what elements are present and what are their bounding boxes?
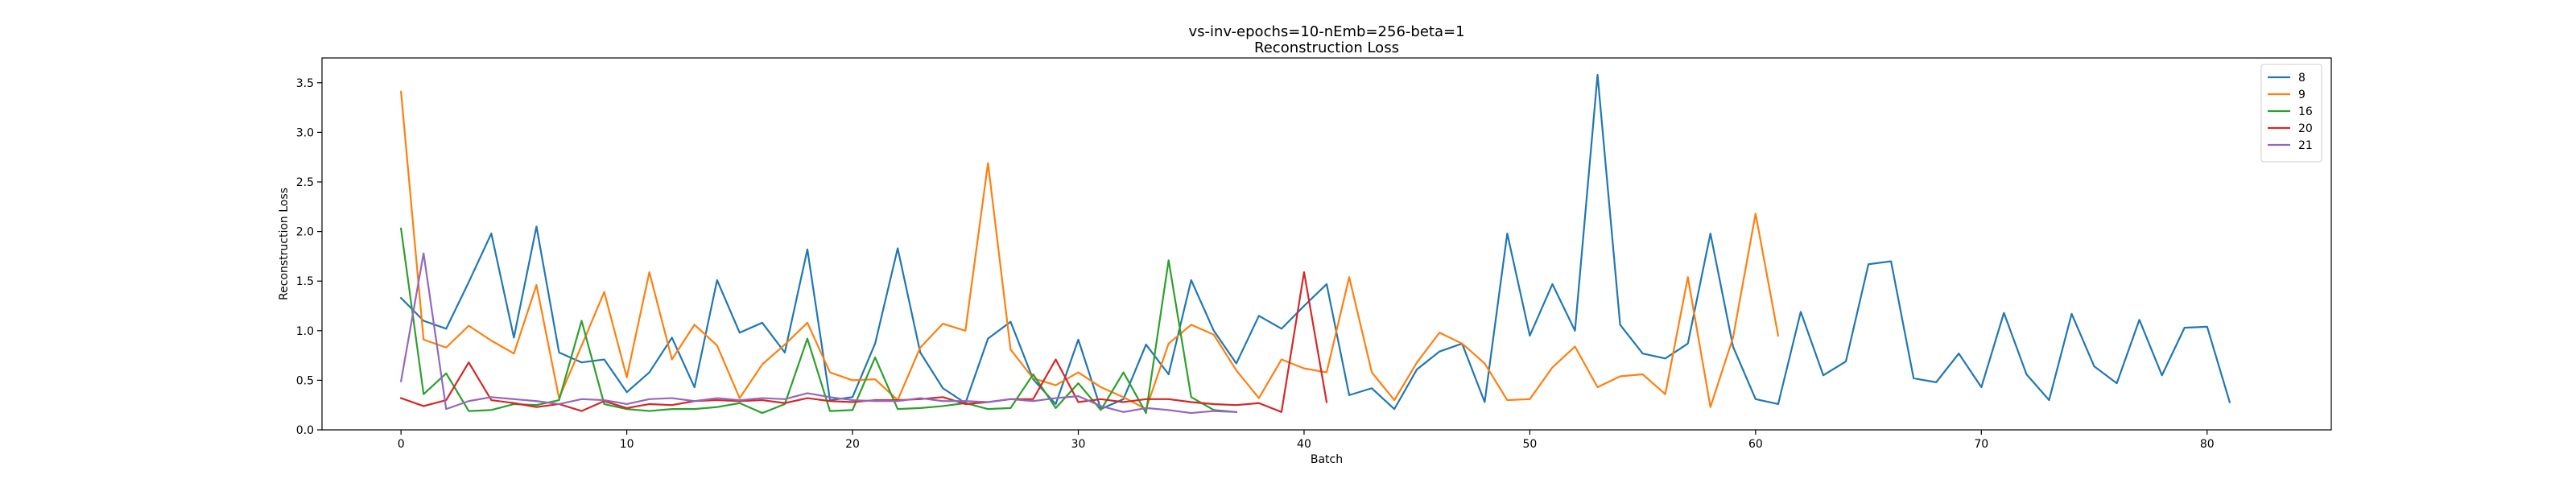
y-tick-label: 3.0: [296, 126, 314, 139]
series-line-16: [399, 227, 1238, 415]
y-tick-label: 1.0: [296, 325, 314, 338]
legend: 8 9 16 20 21: [2260, 64, 2322, 163]
legend-label: 20: [2298, 122, 2313, 135]
x-tick-label: 60: [1748, 438, 1763, 451]
y-tick-label: 2.0: [296, 226, 314, 239]
x-axis-label: Batch: [1311, 453, 1343, 466]
series-layer: [399, 73, 2231, 415]
legend-label: 8: [2298, 72, 2306, 85]
chart-title: vs-inv-epochs=10-nEmb=256-beta=1: [1188, 23, 1464, 40]
y-tick-label: 0.0: [296, 424, 314, 437]
x-tick-label: 50: [1522, 438, 1537, 451]
x-tick-label: 80: [2200, 438, 2215, 451]
y-axis: 0.0 0.5 1.0 1.5 2.0 2.5 3.0 3.5: [296, 77, 322, 437]
legend-label: 21: [2298, 139, 2313, 152]
chart-subtitle: Reconstruction Loss: [1254, 39, 1399, 56]
x-tick-label: 40: [1297, 438, 1311, 451]
x-tick-label: 20: [845, 438, 860, 451]
legend-box: [2260, 64, 2322, 163]
legend-label: 16: [2298, 105, 2313, 118]
x-tick-label: 10: [620, 438, 634, 451]
legend-label: 9: [2298, 89, 2306, 101]
y-tick-label: 1.5: [296, 275, 314, 288]
series-line-9: [399, 90, 1780, 411]
series-line-21: [399, 252, 1237, 415]
y-tick-label: 3.5: [296, 77, 314, 90]
series-line-8: [399, 73, 2231, 411]
x-tick-label: 70: [1974, 438, 1988, 451]
x-axis: 0 10 20 30 40 50 60 70 80: [398, 430, 2215, 451]
y-tick-label: 2.5: [296, 176, 314, 189]
x-tick-label: 30: [1071, 438, 1086, 451]
y-tick-label: 0.5: [296, 374, 314, 387]
y-axis-label: Reconstruction Loss: [278, 188, 291, 300]
plot-area: [321, 57, 2332, 431]
x-tick-label: 0: [398, 438, 405, 451]
plot-frame: [321, 57, 2332, 431]
